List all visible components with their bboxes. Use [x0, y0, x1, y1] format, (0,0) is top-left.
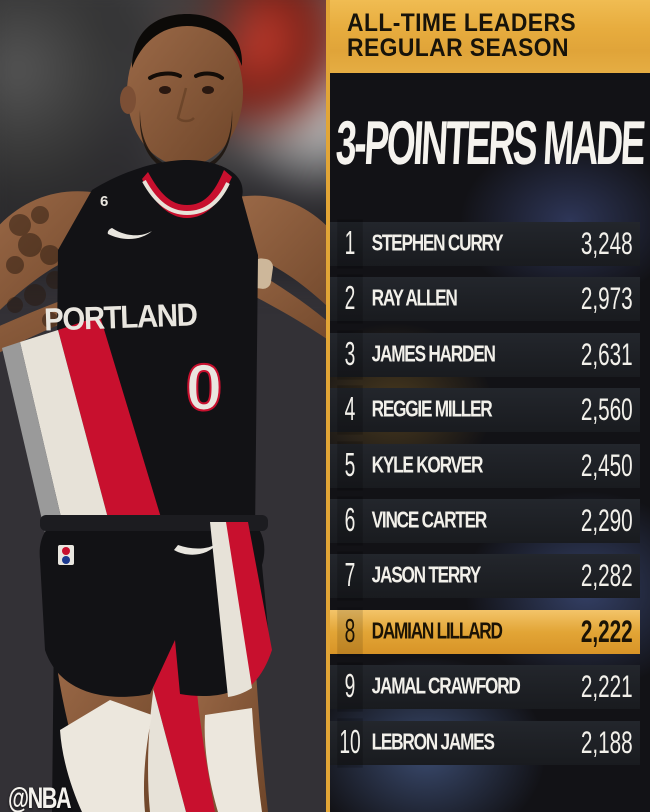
svg-text:0: 0: [186, 350, 223, 424]
svg-text:PORTLAND: PORTLAND: [43, 296, 197, 338]
svg-text:6: 6: [100, 193, 108, 210]
